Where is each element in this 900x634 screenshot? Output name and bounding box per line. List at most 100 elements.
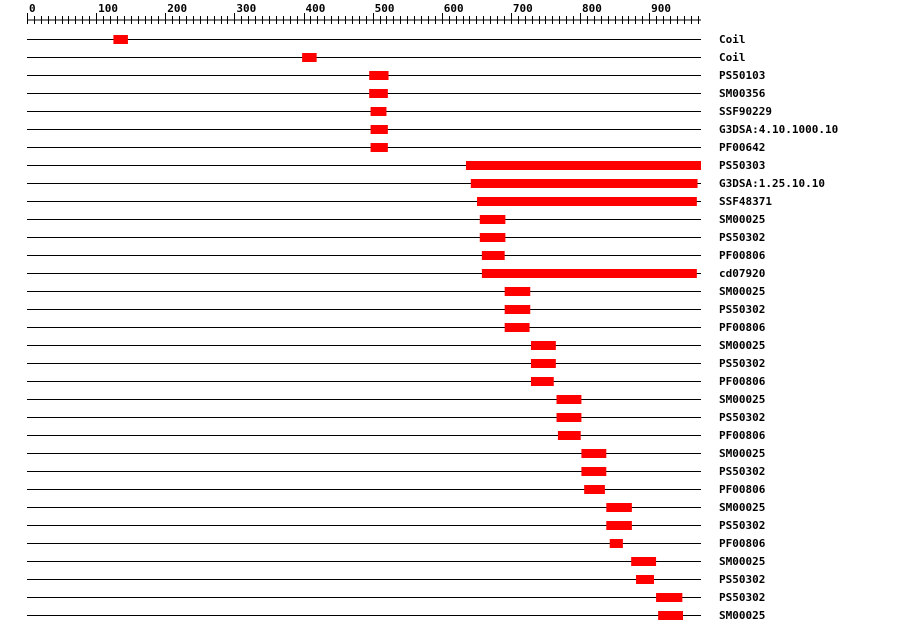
track-label: SM00025 xyxy=(719,285,765,298)
domain-bar[interactable] xyxy=(504,305,531,314)
track-label: SM00025 xyxy=(719,339,765,352)
track-row: PF00806 xyxy=(27,429,766,442)
domain-bar[interactable] xyxy=(479,233,506,242)
track-row: PF00806 xyxy=(27,249,766,262)
track-label: SSF48371 xyxy=(719,195,772,208)
track-label: PF00806 xyxy=(719,375,766,388)
domain-bar[interactable] xyxy=(530,341,556,350)
track-row: PS50303 xyxy=(27,159,765,172)
axis-tick-label: 200 xyxy=(167,2,187,15)
track-label: PF00806 xyxy=(719,429,766,442)
domain-bar[interactable] xyxy=(530,377,554,386)
domain-bar[interactable] xyxy=(370,125,388,134)
domain-bar[interactable] xyxy=(481,269,697,278)
track-row: SM00025 xyxy=(27,339,765,352)
domain-bar[interactable] xyxy=(370,107,387,116)
track-row: PS50302 xyxy=(27,231,765,244)
track-label: PF00642 xyxy=(719,141,765,154)
track-row: SM00356 xyxy=(27,87,766,100)
track-row: PS50103 xyxy=(27,69,765,82)
track-row: G3DSA:1.25.10.10 xyxy=(27,177,825,190)
axis-tick-label: 800 xyxy=(582,2,602,15)
domain-bar[interactable] xyxy=(581,467,607,476)
track-label: PS50103 xyxy=(719,69,765,82)
domain-bar[interactable] xyxy=(581,449,607,458)
track-row: PF00806 xyxy=(27,483,766,496)
track-label: PS50302 xyxy=(719,303,765,316)
track-label: SM00025 xyxy=(719,213,765,226)
axis-tick-label: 900 xyxy=(651,2,671,15)
axis-tick-label: 400 xyxy=(306,2,326,15)
domain-bar[interactable] xyxy=(606,521,632,530)
axis-tick-label: 600 xyxy=(444,2,464,15)
track-row: SM00025 xyxy=(27,285,765,298)
track-label: PS50302 xyxy=(719,411,765,424)
track-row: PS50302 xyxy=(27,591,765,604)
track-label: SM00025 xyxy=(719,501,765,514)
domain-bar[interactable] xyxy=(370,143,388,152)
track-row: PS50302 xyxy=(27,303,765,316)
track-row: PS50302 xyxy=(27,411,765,424)
track-label: G3DSA:1.25.10.10 xyxy=(719,177,825,190)
track-label: Coil xyxy=(719,33,746,46)
track-row: cd07920 xyxy=(27,267,765,280)
track-label: PS50302 xyxy=(719,465,765,478)
track-label: PF00806 xyxy=(719,483,766,496)
axis-tick-label: 500 xyxy=(375,2,395,15)
domain-bar[interactable] xyxy=(465,161,701,170)
domain-bar[interactable] xyxy=(479,215,506,224)
position-axis: 0 100 200 300 400 500 600 700 800 900 xyxy=(27,2,701,24)
axis-tick-label: 700 xyxy=(513,2,533,15)
domain-bar[interactable] xyxy=(609,539,623,548)
domain-bar[interactable] xyxy=(369,71,389,80)
domain-bar[interactable] xyxy=(584,485,605,494)
track-row: PS50302 xyxy=(27,357,765,370)
domain-tracks: Coil Coil PS50103 SM00356 SSF90229 G3DSA:4.10… xyxy=(27,33,838,622)
track-label: SM00025 xyxy=(719,447,765,460)
track-label: SM00025 xyxy=(719,555,765,568)
domain-bar[interactable] xyxy=(477,197,697,206)
track-row: SSF90229 xyxy=(27,105,772,118)
axis-tick-label: 100 xyxy=(98,2,118,15)
domain-bar[interactable] xyxy=(658,611,684,620)
domain-bar[interactable] xyxy=(556,413,582,422)
axis-tick-label: 0 xyxy=(29,2,36,15)
domain-bar[interactable] xyxy=(636,575,654,584)
track-row: SM00025 xyxy=(27,213,765,226)
track-row: G3DSA:4.10.1000.10 xyxy=(27,123,838,136)
domain-bar[interactable] xyxy=(470,179,698,188)
track-label: PS50303 xyxy=(719,159,765,172)
track-label: SM00025 xyxy=(719,393,765,406)
axis-tick-label: 300 xyxy=(236,2,256,15)
track-label: PS50302 xyxy=(719,591,765,604)
track-label: cd07920 xyxy=(719,267,765,280)
domain-bar[interactable] xyxy=(113,35,128,44)
domain-bar[interactable] xyxy=(504,323,530,332)
track-label: PF00806 xyxy=(719,249,766,262)
domain-bar[interactable] xyxy=(606,503,632,512)
domain-bar[interactable] xyxy=(504,287,531,296)
domain-bar[interactable] xyxy=(302,53,317,62)
track-label: PF00806 xyxy=(719,321,766,334)
domain-bar[interactable] xyxy=(556,395,582,404)
track-row: PS50302 xyxy=(27,573,765,586)
track-row: SM00025 xyxy=(27,501,765,514)
domain-bar[interactable] xyxy=(530,359,556,368)
domain-bar[interactable] xyxy=(631,557,657,566)
track-row: SM00025 xyxy=(27,393,765,406)
track-label: SM00025 xyxy=(719,609,765,622)
track-row: PF00806 xyxy=(27,375,766,388)
track-label: PS50302 xyxy=(719,357,765,370)
track-row: SM00025 xyxy=(27,609,765,622)
track-label: PS50302 xyxy=(719,231,765,244)
domain-bar[interactable] xyxy=(557,431,581,440)
track-row: SSF48371 xyxy=(27,195,772,208)
track-label: SSF90229 xyxy=(719,105,772,118)
domain-bar[interactable] xyxy=(369,89,388,98)
domain-bar[interactable] xyxy=(481,251,505,260)
track-row: Coil xyxy=(27,51,746,64)
track-row: PS50302 xyxy=(27,519,765,532)
track-row: PS50302 xyxy=(27,465,765,478)
domain-bar[interactable] xyxy=(656,593,683,602)
